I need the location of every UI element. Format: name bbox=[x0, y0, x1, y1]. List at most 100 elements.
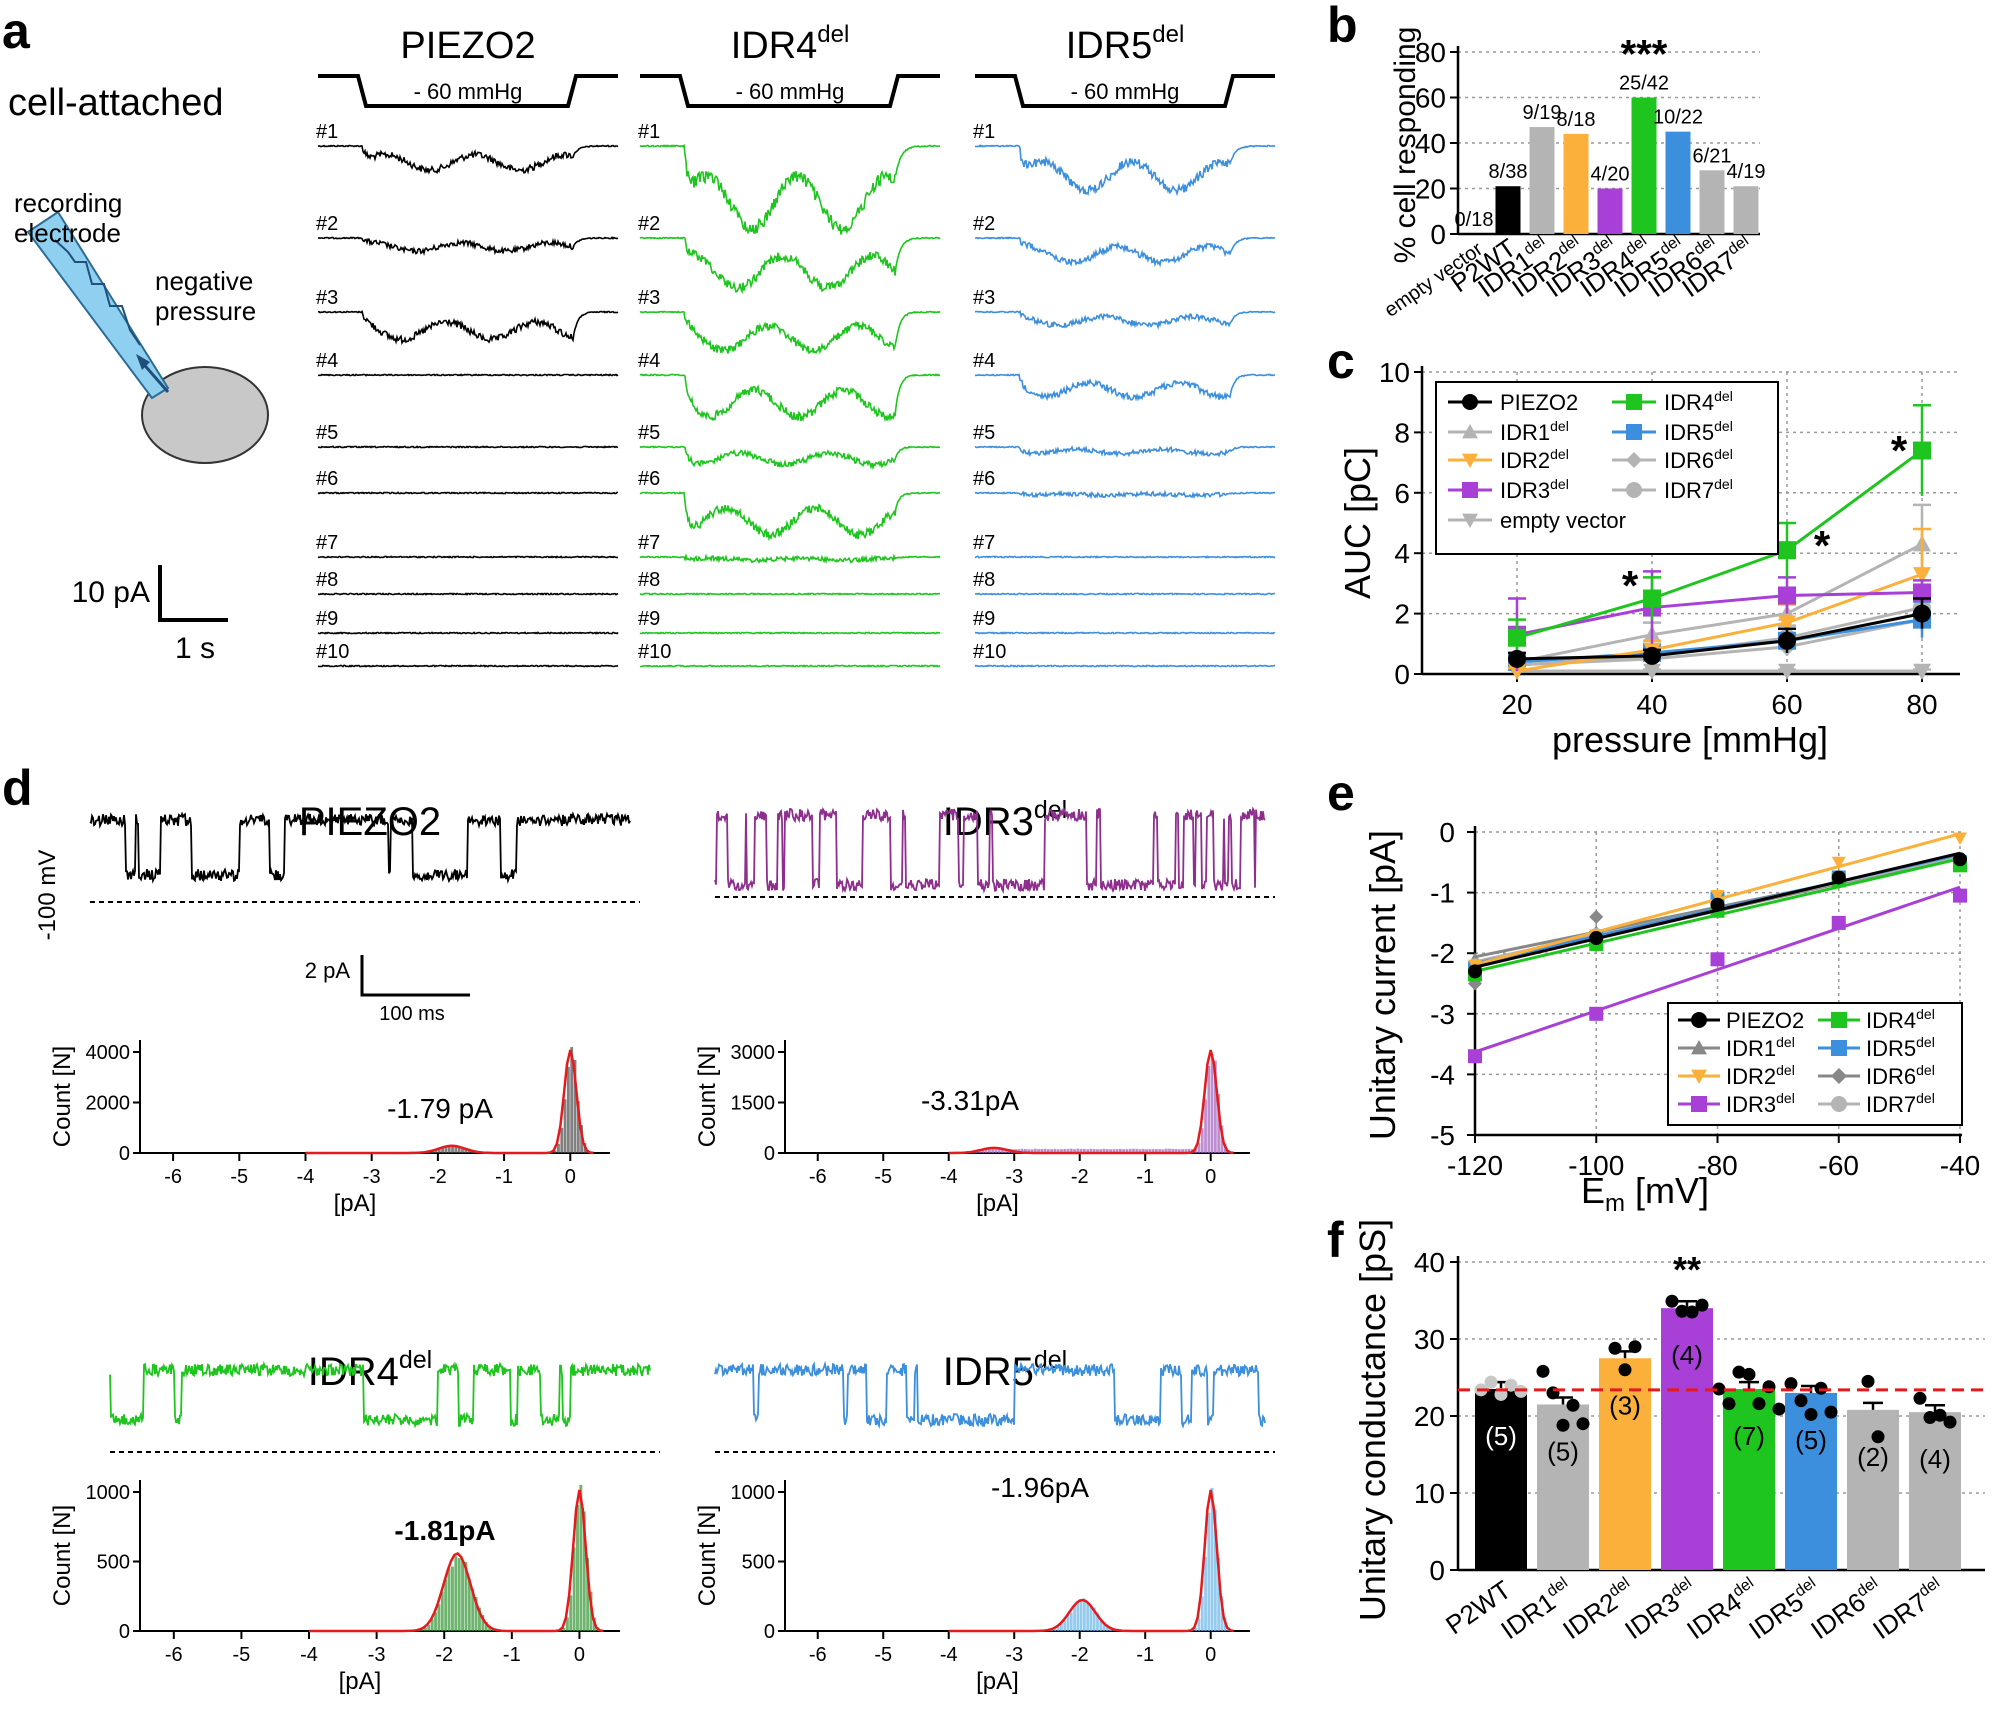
data-point bbox=[1628, 1340, 1642, 1354]
legend-label: IDR6del bbox=[1866, 1062, 1935, 1089]
trace-number-label: #1 bbox=[973, 121, 995, 143]
data-point bbox=[1589, 931, 1604, 946]
histogram-bar bbox=[1210, 1053, 1214, 1153]
y-tick-label: 20 bbox=[1415, 174, 1446, 205]
histogram-bar bbox=[560, 1127, 564, 1153]
gaussian-fit-line bbox=[948, 1489, 1234, 1633]
histogram-bar bbox=[978, 1150, 981, 1153]
histogram-bar bbox=[1027, 1149, 1031, 1153]
trace-number-label: #6 bbox=[638, 468, 660, 490]
histogram-bar bbox=[563, 1099, 567, 1153]
histogram-bar bbox=[1138, 1149, 1142, 1153]
n-label: (4) bbox=[1919, 1444, 1951, 1474]
trace-number-label: #4 bbox=[316, 350, 338, 372]
histogram-bar bbox=[1024, 1149, 1027, 1153]
x-tick-label: -5 bbox=[233, 1644, 251, 1666]
histogram-bar bbox=[1184, 1149, 1188, 1153]
histogram-bar bbox=[1089, 1148, 1093, 1153]
data-point bbox=[1861, 1374, 1875, 1388]
legend-swatch-marker bbox=[1462, 394, 1478, 410]
n-label: (4) bbox=[1671, 1340, 1703, 1370]
x-tick-label: -1 bbox=[503, 1644, 521, 1666]
y-tick-label: 0 bbox=[119, 1621, 130, 1643]
histogram-title: IDR5del bbox=[943, 1346, 1068, 1394]
histogram-bar bbox=[461, 1147, 464, 1153]
histogram-bar bbox=[451, 1146, 454, 1153]
histogram-bar bbox=[434, 1612, 437, 1631]
bar-count-label: 9/19 bbox=[1523, 102, 1562, 124]
histogram-bar bbox=[1069, 1148, 1073, 1153]
current-trace bbox=[974, 664, 1275, 668]
histogram-bar bbox=[1194, 1627, 1198, 1631]
data-point bbox=[1589, 1006, 1604, 1021]
x-tick-label: -6 bbox=[809, 1166, 827, 1188]
data-point bbox=[1794, 1394, 1808, 1408]
histogram-bar bbox=[565, 1617, 569, 1631]
histogram-bar bbox=[423, 1627, 427, 1631]
current-trace bbox=[639, 592, 941, 596]
data-point bbox=[1643, 663, 1661, 680]
y-tick-label: -3 bbox=[1430, 999, 1455, 1030]
histogram-bar bbox=[991, 1148, 995, 1153]
histogram-bar bbox=[1128, 1148, 1132, 1153]
legend-swatch-marker bbox=[1691, 1096, 1707, 1112]
histogram-bar bbox=[1069, 1612, 1073, 1631]
legend-swatch-marker bbox=[1626, 482, 1642, 498]
x-tick-label: -1 bbox=[1136, 1644, 1154, 1666]
legend-label: IDR7del bbox=[1866, 1090, 1935, 1117]
y-tick-label: 0 bbox=[764, 1621, 775, 1643]
single-channel-trace bbox=[714, 806, 1266, 895]
bar-count-label: 8/18 bbox=[1557, 109, 1596, 131]
histogram-bar bbox=[427, 1624, 431, 1631]
histogram-bar bbox=[1096, 1149, 1099, 1153]
trace-number-label: #7 bbox=[316, 532, 338, 554]
x-tick-label: -100 bbox=[1568, 1150, 1624, 1181]
legend-swatch-marker bbox=[1626, 424, 1642, 440]
histogram-bar bbox=[454, 1556, 458, 1631]
bar bbox=[1665, 131, 1691, 234]
trace-number-label: #7 bbox=[973, 532, 995, 554]
histogram-bar bbox=[1050, 1149, 1054, 1153]
x-tick-label: 0 bbox=[565, 1166, 576, 1188]
data-point bbox=[1778, 615, 1796, 632]
current-trace bbox=[974, 144, 1276, 197]
histogram-bar bbox=[1145, 1149, 1148, 1153]
data-point bbox=[1675, 1304, 1689, 1318]
y-tick-label: 6 bbox=[1394, 478, 1410, 509]
histogram-bar bbox=[1197, 1143, 1201, 1153]
current-trace bbox=[639, 310, 941, 355]
x-tick-label: -80 bbox=[1697, 1150, 1737, 1181]
x-tick-label: -3 bbox=[368, 1644, 386, 1666]
data-point bbox=[1468, 964, 1482, 979]
histogram-bar bbox=[447, 1146, 451, 1153]
data-point bbox=[1784, 1377, 1798, 1391]
histogram-bar bbox=[1200, 1128, 1204, 1153]
peak-label: -3.31pA bbox=[921, 1085, 1019, 1116]
histogram-bar bbox=[1194, 1148, 1198, 1153]
data-point bbox=[1913, 441, 1931, 460]
histogram-bar bbox=[1076, 1148, 1080, 1153]
n-label: (5) bbox=[1795, 1425, 1827, 1455]
trace-number-label: #4 bbox=[638, 350, 660, 372]
panel-a-title: cell-attached bbox=[8, 82, 223, 124]
current-trace bbox=[974, 631, 1276, 635]
histogram-bar bbox=[1082, 1598, 1086, 1631]
data-point bbox=[1710, 897, 1725, 912]
data-point bbox=[1831, 870, 1846, 885]
y-tick-label: 500 bbox=[97, 1552, 130, 1574]
y-axis-title: % cell responding bbox=[1389, 27, 1422, 264]
trace-number-label: #2 bbox=[973, 213, 995, 235]
histogram-bar bbox=[1177, 1149, 1181, 1153]
n-label: (2) bbox=[1857, 1442, 1889, 1472]
bar bbox=[1723, 1389, 1775, 1570]
trace-number-label: #9 bbox=[973, 608, 995, 630]
panel-label-e: e bbox=[1327, 765, 1355, 821]
current-trace bbox=[317, 310, 619, 346]
stimulus-label: - 60 mmHg bbox=[1071, 79, 1180, 104]
current-trace bbox=[974, 236, 1276, 268]
histogram-bar bbox=[1060, 1149, 1063, 1153]
x-tick-label: -6 bbox=[165, 1644, 183, 1666]
panel-a-scale-y: 10 pA bbox=[72, 576, 150, 609]
histogram-bar bbox=[1204, 1556, 1207, 1631]
